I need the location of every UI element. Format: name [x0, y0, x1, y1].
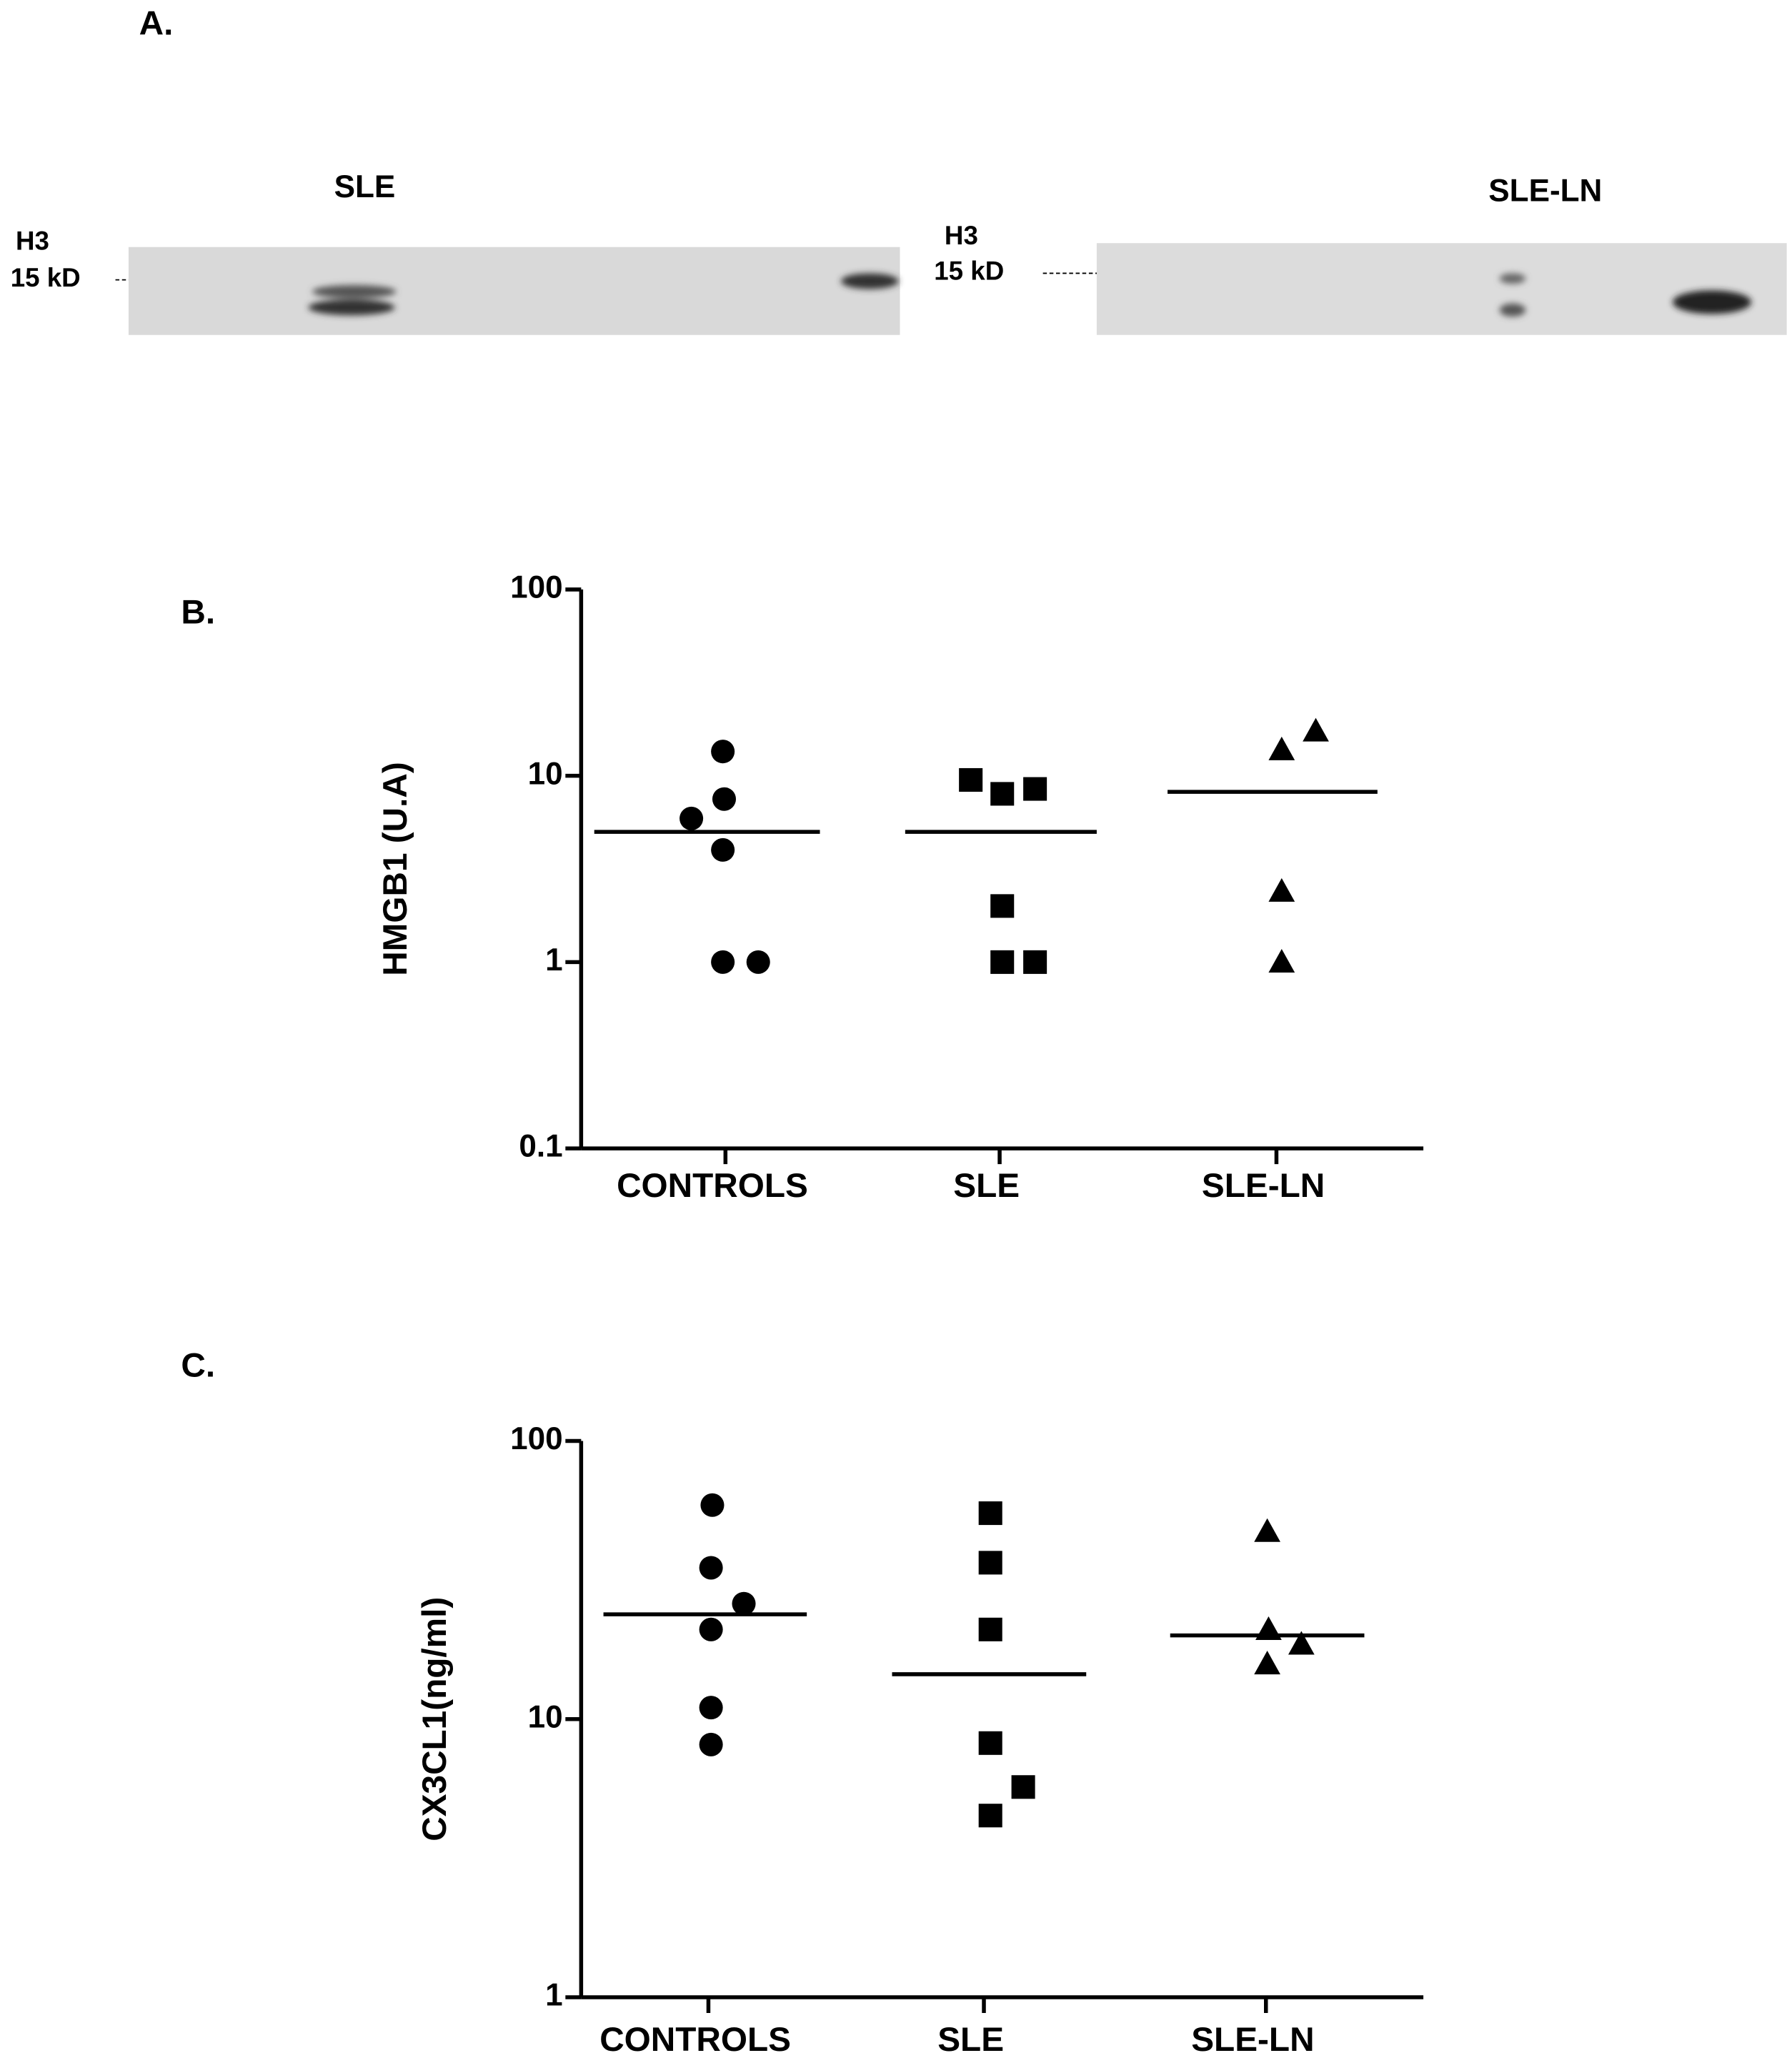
marker-size: 15 kD — [11, 263, 81, 292]
x-tick-label: SLE — [953, 1167, 1020, 1205]
y-tick-label: 100 — [510, 570, 563, 605]
data-point — [990, 950, 1015, 974]
panel-label: A. — [139, 4, 174, 42]
blot-right — [1096, 243, 1787, 335]
y-tick-label: 100 — [510, 1421, 563, 1456]
blot-left — [128, 247, 900, 335]
data-point — [699, 1732, 723, 1756]
x-tick-label: SLE-LN — [1202, 1167, 1325, 1205]
data-point — [1254, 1651, 1280, 1675]
x-tick-label: CONTROLS — [599, 2021, 791, 2058]
data-point — [978, 1731, 1002, 1755]
data-point — [711, 950, 735, 974]
data-point — [1303, 717, 1329, 742]
data-point — [990, 782, 1015, 806]
y-tick-label: 10 — [528, 1699, 563, 1734]
data-point — [680, 806, 704, 830]
data-point — [699, 1696, 723, 1720]
data-point — [1268, 736, 1295, 760]
data-point — [711, 740, 735, 764]
blot-title: SLE-LN — [1488, 173, 1602, 208]
data-point — [746, 950, 770, 974]
y-tick-label: 0.1 — [519, 1129, 562, 1164]
data-point — [959, 767, 983, 792]
data-point — [1268, 949, 1295, 973]
y-axis-label: CX3CL1(ng/ml) — [416, 1597, 454, 1841]
data-point — [1288, 1631, 1315, 1655]
data-point — [1268, 878, 1295, 902]
data-point — [1023, 777, 1047, 801]
panel-label: C. — [181, 1346, 215, 1384]
data-point — [712, 787, 737, 811]
panel-label: B. — [181, 593, 215, 631]
data-point — [1023, 950, 1047, 974]
marker-name: H3 — [16, 226, 49, 255]
data-point — [978, 1804, 1002, 1828]
data-point — [1011, 1775, 1035, 1799]
x-tick-label: SLE-LN — [1191, 2021, 1314, 2058]
y-tick-label: 1 — [545, 1978, 563, 2013]
data-point — [711, 837, 735, 862]
data-point — [732, 1591, 756, 1616]
x-tick-label: SLE — [937, 2021, 1004, 2058]
x-tick-label: CONTROLS — [617, 1167, 808, 1205]
data-point — [978, 1551, 1002, 1575]
y-axis-label: HMGB1 (U.A) — [377, 762, 414, 976]
marker-size: 15 kD — [934, 257, 1004, 286]
y-tick-label: 1 — [545, 943, 563, 978]
data-point — [978, 1617, 1002, 1641]
data-point — [700, 1493, 725, 1517]
marker-name: H3 — [945, 221, 978, 250]
data-point — [699, 1556, 723, 1580]
data-point — [990, 894, 1015, 918]
blot-title: SLE — [334, 169, 396, 204]
data-point — [1254, 1518, 1280, 1542]
data-point — [978, 1501, 1002, 1526]
y-tick-label: 10 — [528, 756, 563, 791]
data-point — [699, 1617, 723, 1641]
